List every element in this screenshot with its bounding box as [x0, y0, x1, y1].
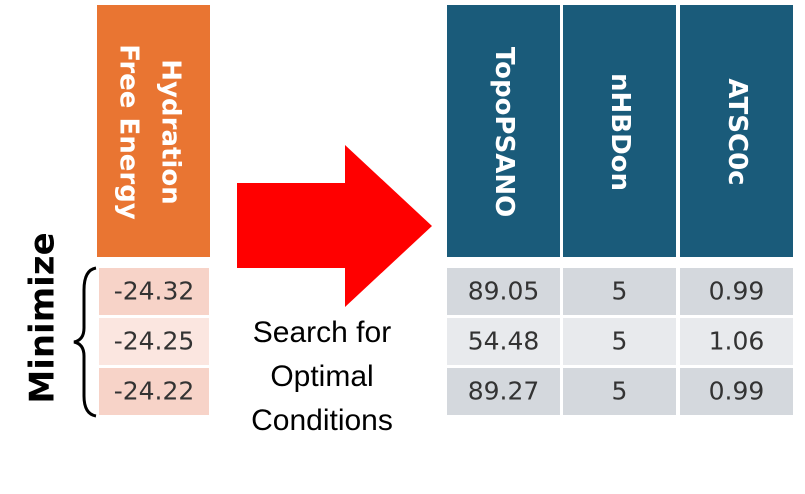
- cell: 5: [612, 377, 628, 406]
- cell-bg: [563, 318, 676, 365]
- column-header: nHBDon: [605, 73, 635, 191]
- cell: 5: [612, 327, 628, 356]
- brace: [73, 266, 97, 418]
- cell: 1.06: [709, 327, 765, 356]
- cell-bg: [563, 268, 676, 315]
- cell-bg: [447, 368, 560, 415]
- cell-bg: [680, 268, 793, 315]
- column-header-bg: [563, 5, 676, 257]
- objective-cells: -24.32 -24.25 -24.22: [99, 268, 209, 415]
- arrow: [237, 145, 432, 307]
- side-label: Minimize: [23, 232, 63, 403]
- cell: 89.27: [468, 377, 540, 406]
- objective-cell-bg: [99, 318, 209, 365]
- cell-bg: [563, 368, 676, 415]
- column-header-bg: [447, 5, 560, 257]
- objective-header: Hydration: [156, 59, 186, 204]
- cell: 5: [612, 277, 628, 306]
- objective-cell-bg: [99, 368, 209, 415]
- cell-bg: [447, 268, 560, 315]
- cell: 0.99: [709, 377, 765, 406]
- column-header: TopoPSANO: [489, 47, 519, 217]
- objective-value: -24.22: [114, 377, 195, 406]
- arrow-text: Search for: [253, 316, 391, 349]
- cell: 54.48: [468, 327, 540, 356]
- cell-bg: [680, 368, 793, 415]
- column-header: ATSC0c: [722, 78, 752, 185]
- cell-bg: [447, 318, 560, 365]
- objective-cell-bg: [99, 268, 209, 315]
- cell: 89.05: [468, 277, 540, 306]
- cell: 0.99: [709, 277, 765, 306]
- objective-header: Free Energy: [114, 44, 144, 220]
- table: TopoPSANO nHBDon ATSC0c 89.05 5 0.99 54.48 5 1.0…: [447, 5, 793, 415]
- arrow-text: Conditions: [251, 404, 393, 437]
- arrow-text: Optimal: [270, 360, 373, 393]
- objective-value: -24.25: [114, 327, 195, 356]
- cell-bg: [680, 318, 793, 365]
- objective-header-bg: [97, 5, 210, 257]
- objective-value: -24.32: [114, 277, 195, 306]
- column-header-bg: [680, 5, 793, 257]
